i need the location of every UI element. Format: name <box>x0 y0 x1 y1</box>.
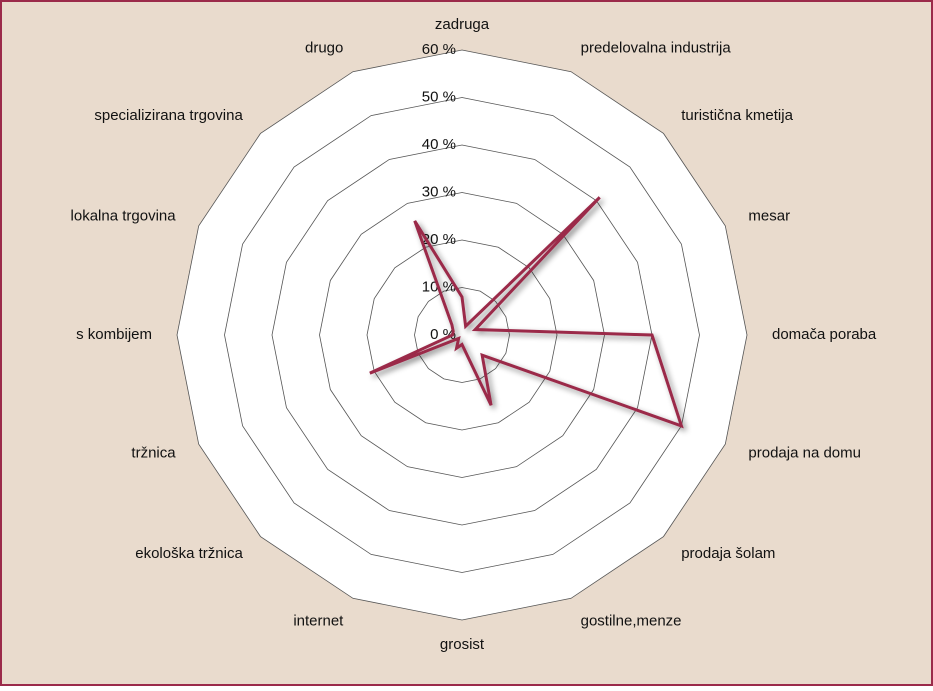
category-label: predelovalna industrija <box>581 40 732 57</box>
series-line <box>369 196 684 429</box>
r-tick-label: 0 % <box>430 326 456 343</box>
r-tick-label: 40 % <box>422 136 456 153</box>
category-label: ekološka tržnica <box>135 545 243 562</box>
category-label: s kombijem <box>76 326 152 343</box>
r-tick-label: 30 % <box>422 183 456 200</box>
category-label: specializirana trgovina <box>94 107 243 124</box>
category-label: mesar <box>748 207 790 224</box>
grid-ring <box>319 192 605 478</box>
category-label: internet <box>293 612 344 629</box>
category-label: prodaja šolam <box>681 545 775 562</box>
category-label: prodaja na domu <box>748 445 861 462</box>
grid-ring <box>414 287 510 383</box>
r-tick-label: 50 % <box>422 88 456 105</box>
category-label: turistična kmetija <box>681 107 793 124</box>
category-label: lokalna trgovina <box>71 207 177 224</box>
grid-ring <box>366 239 558 431</box>
category-label: tržnica <box>131 445 176 462</box>
r-tick-label: 60 % <box>422 41 456 58</box>
plot-area <box>177 50 747 620</box>
category-label: zadruga <box>435 16 490 33</box>
grid-ring <box>176 49 748 621</box>
grid-ring <box>271 144 653 526</box>
category-label: gostilne,menze <box>581 612 682 629</box>
category-label: domača poraba <box>772 326 877 343</box>
category-label: drugo <box>305 40 343 57</box>
grid-ring <box>224 97 700 573</box>
category-label: grosist <box>440 636 485 653</box>
